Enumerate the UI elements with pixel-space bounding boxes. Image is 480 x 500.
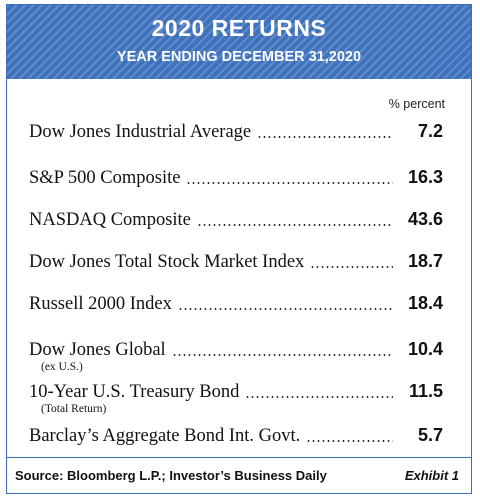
table-row: Russell 2000 Index 18.4 — [29, 293, 443, 315]
leader-dots — [306, 440, 393, 442]
row-value: 43.6 — [407, 209, 443, 229]
row-label: 10-Year U.S. Treasury Bond — [29, 382, 240, 402]
table-row: Dow Jones Total Stock Market Index 18.7 — [29, 251, 443, 273]
source: Source: Bloomberg L.P.; Investor’s Busin… — [15, 468, 327, 483]
exhibit-label: Exhibit 1 — [404, 468, 459, 483]
row-value: 11.5 — [408, 381, 443, 401]
row-label: NASDAQ Composite — [29, 210, 191, 230]
table-row: NASDAQ Composite 43.6 — [29, 209, 443, 231]
leader-dots — [257, 136, 393, 138]
row-label: Dow Jones Global — [29, 340, 166, 360]
exhibit-box: 2020 RETURNS YEAR ENDING DECEMBER 31,202… — [6, 4, 472, 494]
row-value: 16.3 — [407, 167, 443, 187]
leader-dots — [186, 182, 393, 184]
row-label: Russell 2000 Index — [29, 294, 172, 314]
table-row: 10-Year U.S. Treasury Bond 11.5 — [29, 381, 443, 403]
unit-label: % percent — [388, 97, 445, 111]
row-label: Barclay’s Aggregate Bond Int. Govt. — [29, 426, 301, 446]
leader-dots — [245, 396, 393, 398]
row-value: 18.4 — [407, 293, 443, 313]
row-note: (ex U.S.) — [41, 361, 83, 373]
row-label: Dow Jones Total Stock Market Index — [29, 252, 305, 272]
row-value: 7.2 — [417, 121, 443, 141]
table-row: S&P 500 Composite 16.3 — [29, 167, 443, 189]
leader-dots — [171, 354, 393, 356]
subtitle: YEAR ENDING DECEMBER 31,2020 — [116, 49, 362, 65]
table-row: Dow Jones Global 10.4 — [29, 339, 443, 361]
row-label: S&P 500 Composite — [29, 168, 181, 188]
row-value: 5.7 — [417, 425, 443, 445]
leader-dots — [310, 266, 393, 268]
title: 2020 RETURNS — [151, 15, 327, 41]
footer: Source: Bloomberg L.P.; Investor’s Busin… — [7, 457, 471, 494]
table-row: Barclay’s Aggregate Bond Int. Govt. 5.7 — [29, 425, 443, 447]
row-label: Dow Jones Industrial Average — [29, 122, 252, 142]
table-row: Dow Jones Industrial Average 7.2 — [29, 121, 443, 143]
leader-dots — [177, 308, 393, 310]
row-note: (Total Return) — [41, 403, 107, 415]
row-value: 18.7 — [407, 251, 443, 271]
leader-dots — [196, 224, 393, 226]
header: 2020 RETURNS YEAR ENDING DECEMBER 31,202… — [7, 5, 471, 79]
row-value: 10.4 — [407, 339, 443, 359]
